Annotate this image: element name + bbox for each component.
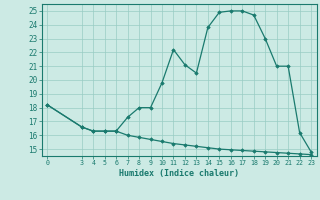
X-axis label: Humidex (Indice chaleur): Humidex (Indice chaleur) bbox=[119, 169, 239, 178]
